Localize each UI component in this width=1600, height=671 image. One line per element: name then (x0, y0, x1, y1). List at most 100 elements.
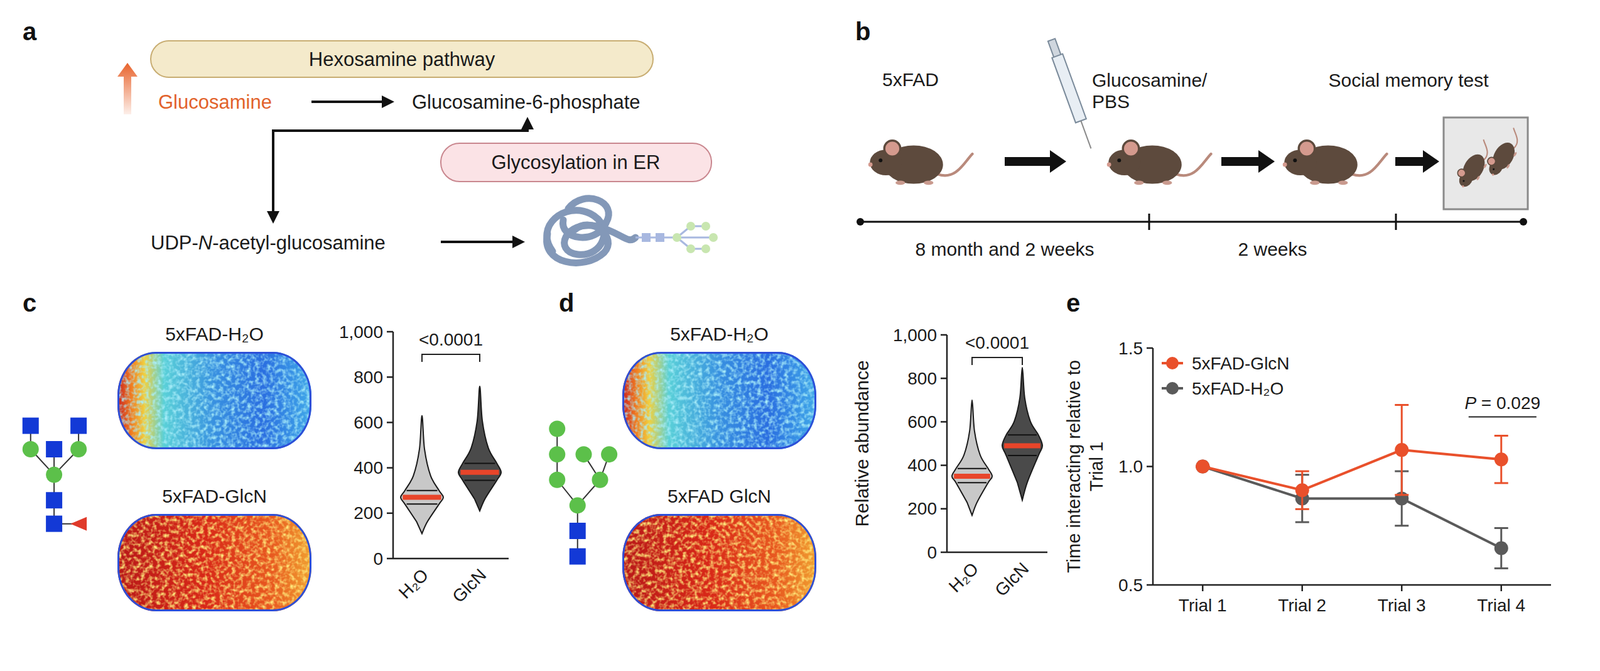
mouse-icon (1452, 136, 1498, 193)
legend-label: 5xFAD-GlcN (1191, 353, 1290, 373)
x-tick-label: H₂O (394, 564, 433, 602)
y-axis-title: Time interacting relative to (1063, 359, 1084, 573)
error-cap (1394, 524, 1409, 527)
test-label: Social memory test (1328, 69, 1489, 91)
heatmap-rim (622, 351, 817, 449)
mannose (548, 420, 566, 438)
legend-label: 5xFAD-H₂O (1191, 378, 1284, 399)
y-tick-label: 400 (353, 457, 384, 478)
error-bar (1394, 404, 1409, 495)
heatmap-base (622, 351, 817, 449)
heatmap-image (117, 351, 312, 449)
increase-arrow (117, 62, 138, 115)
y-tick (1146, 583, 1153, 586)
metabolite-label: Glucosamine (158, 91, 272, 114)
mouse-foot (1505, 163, 1511, 169)
violin-body (400, 415, 444, 534)
mouse-eye (1117, 158, 1121, 163)
y-tick-label: 1.5 (1118, 338, 1143, 358)
protein-chain (546, 224, 609, 263)
x-tick-label: GlcN (448, 564, 490, 606)
mouse-icon (868, 140, 973, 186)
glycan-unit (672, 232, 682, 242)
violin-median (460, 469, 499, 475)
mouse-icon (1107, 140, 1212, 186)
heatmap-base (622, 513, 817, 611)
heatmap-speckle (117, 513, 312, 611)
error-cap (1494, 434, 1509, 437)
y-tick-label: 800 (907, 368, 937, 389)
error-cap (1394, 493, 1409, 496)
mouse-foot (923, 180, 934, 186)
arena-mice (1452, 114, 1528, 203)
text-line: PBS (1091, 91, 1130, 112)
series-point (1295, 482, 1310, 497)
violin-quartile (464, 462, 496, 464)
series-point (1195, 459, 1210, 474)
y-axis (946, 334, 949, 552)
error-bar (1494, 435, 1509, 483)
arrow (273, 119, 528, 222)
pathway-label: Hexosamine pathway (308, 48, 496, 71)
text-line: Glucosamine/ (1091, 69, 1208, 91)
glcnac (45, 515, 63, 532)
mouse-icon (1282, 140, 1388, 186)
mouse-eye (878, 158, 883, 163)
x-tick (1500, 584, 1503, 591)
y-tick-label: 600 (353, 412, 384, 433)
heatmap-base (117, 513, 312, 611)
mouse-foot (895, 180, 905, 186)
y-tick (940, 377, 947, 380)
mouse-nose (1282, 162, 1288, 168)
heatmap-speckle (622, 351, 817, 449)
mouse-icon (1481, 124, 1527, 181)
y-tick (940, 508, 947, 510)
syringe-needle (1080, 120, 1091, 149)
glcnac (70, 417, 87, 434)
glycan-unit (701, 221, 711, 231)
error-cap (1295, 521, 1310, 524)
significance-bracket (972, 357, 1023, 365)
y-tick (386, 557, 394, 560)
glycan-unit (686, 221, 696, 231)
violin-quartile (957, 481, 987, 483)
glcnac (45, 440, 63, 458)
mouse-foot (1512, 151, 1518, 157)
timeline-end (856, 217, 865, 226)
mouse-nose (1107, 162, 1112, 168)
mouse-eye (1462, 179, 1465, 183)
glycan-icon (22, 417, 87, 532)
glycan-unit (708, 232, 718, 242)
error-cap (1394, 403, 1409, 406)
y-tick (940, 551, 947, 554)
y-axis-title: Trial 1 (1086, 441, 1107, 492)
series-line (1202, 449, 1502, 490)
violin-quartile (957, 467, 987, 470)
glycan-unit (701, 244, 711, 254)
error-bar (1295, 470, 1310, 509)
y-tick (386, 421, 394, 424)
mannose (22, 440, 39, 458)
x-tick (1400, 584, 1403, 591)
error-cap (1295, 470, 1310, 473)
heatmap-speckle (622, 513, 817, 611)
process-label: Glycosylation in ER (491, 151, 661, 174)
heatmap-base (117, 351, 312, 449)
mannose (575, 445, 593, 463)
y-tick-label: 200 (907, 498, 937, 519)
glycan-icon (548, 420, 618, 565)
image-label: 5xFAD-H₂O (670, 323, 769, 345)
heatmap-rim (117, 513, 312, 611)
mouse-foot (1476, 175, 1481, 181)
glcnac (22, 417, 39, 434)
syringe-barrel (1051, 54, 1087, 124)
series-point (1494, 541, 1509, 556)
figure: aHexosamine pathwayGlucosamineGlucosamin… (0, 0, 1600, 671)
syringe-icon (1046, 37, 1097, 151)
text-part: -acetyl-glucosamine (212, 231, 386, 254)
mouse-foot (1134, 180, 1144, 186)
pathway-box (150, 40, 654, 78)
mouse-ear (1122, 140, 1140, 157)
violin-quartile (406, 502, 438, 505)
y-tick-label: 400 (907, 455, 937, 475)
